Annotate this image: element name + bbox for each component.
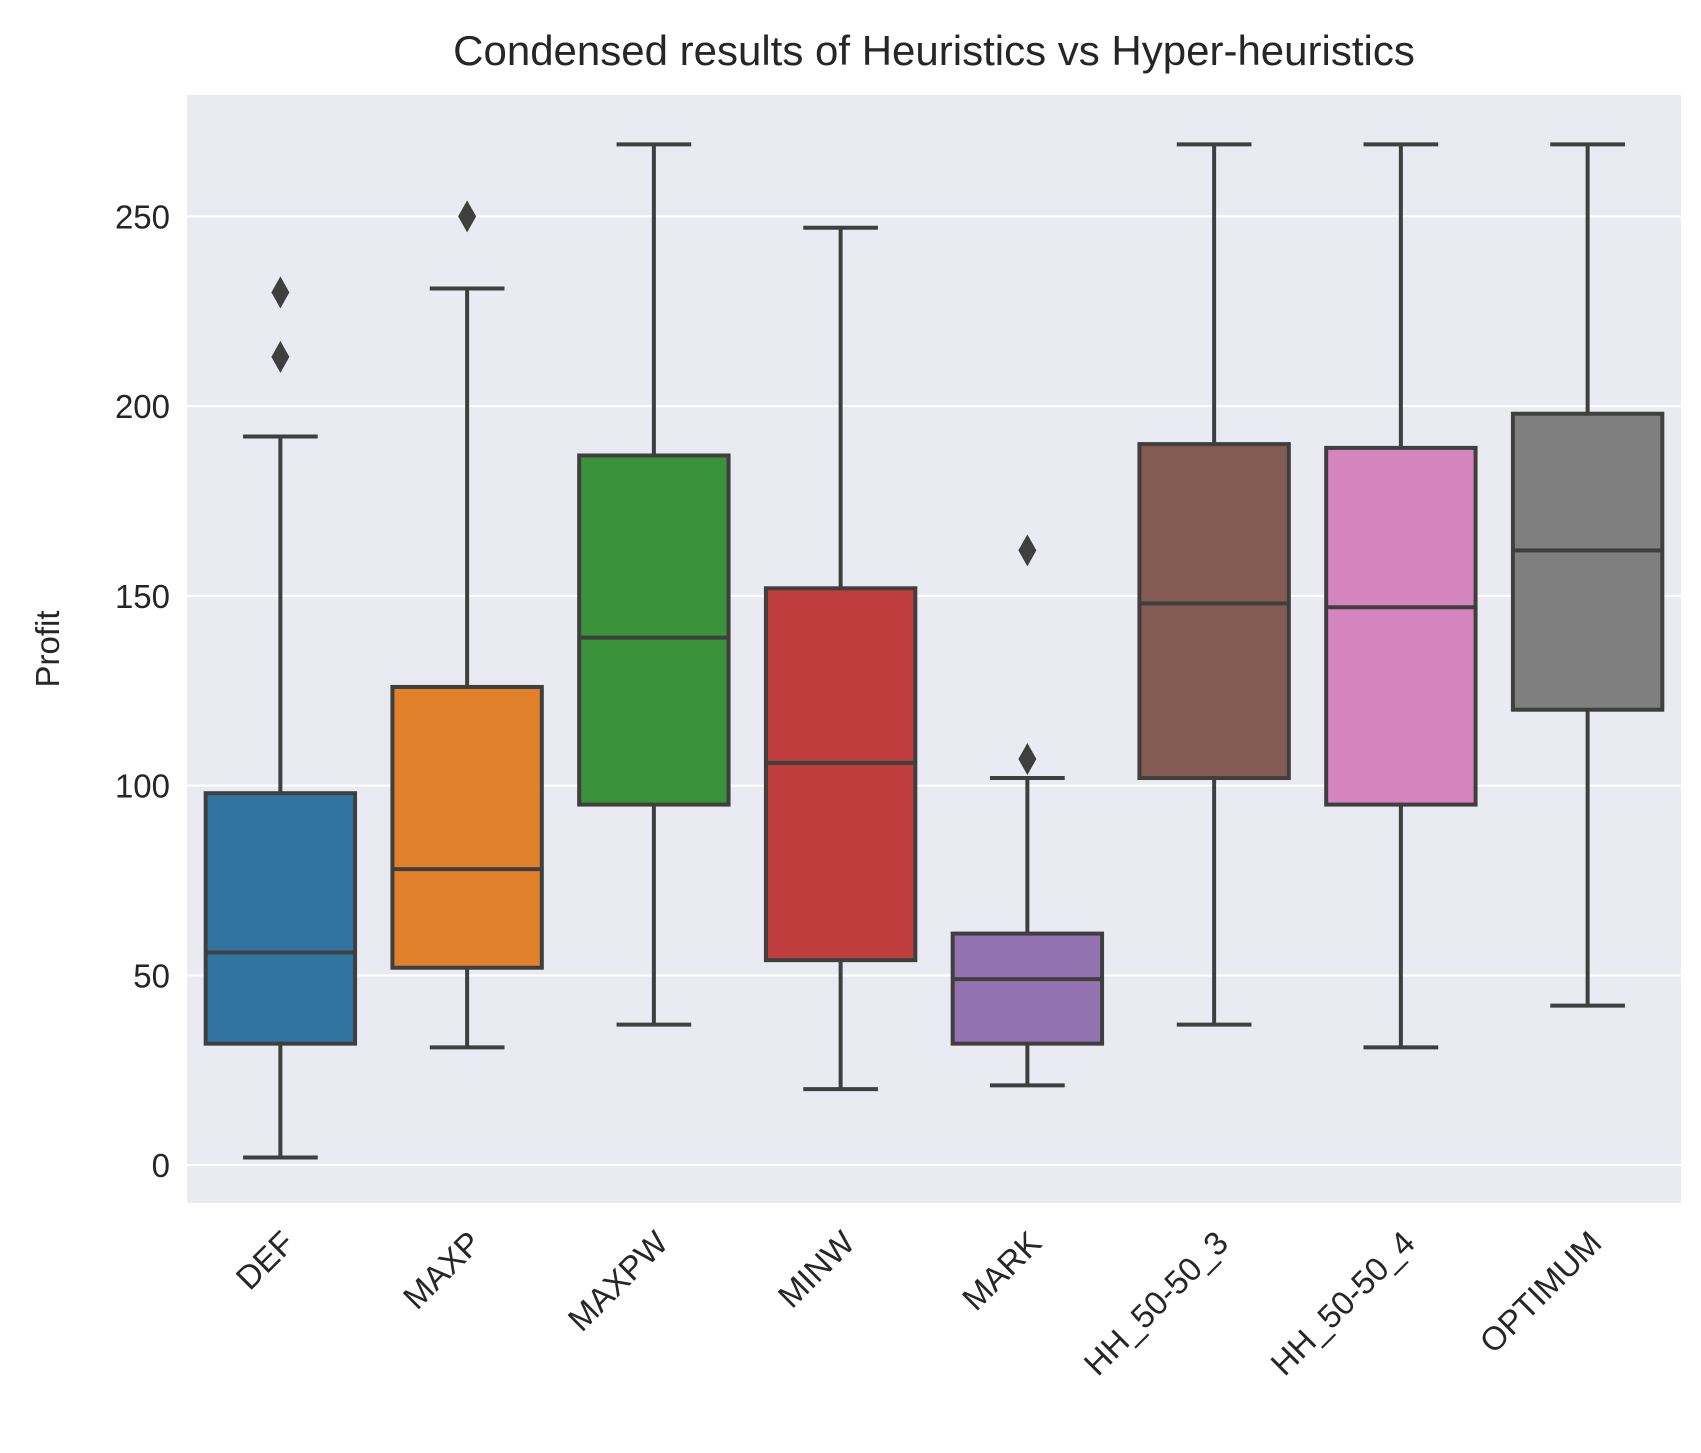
x-tick-label-def: DEF <box>228 1224 301 1297</box>
box-mark <box>950 534 1105 1088</box>
x-tick-label-minw: MINW <box>771 1223 863 1315</box>
y-tick-labels: 0 50 100 150 200 250 <box>115 198 170 1184</box>
box-optimum <box>1510 142 1665 1008</box>
x-tick-label-hh-50-50-3: HH_50-50_3 <box>1077 1224 1235 1382</box>
box-minw <box>763 225 918 1092</box>
x-tick-label-maxpw: MAXPW <box>561 1223 676 1338</box>
boxes-group <box>203 142 1665 1160</box>
y-tick-label-50: 50 <box>133 957 170 994</box>
box-iqr <box>203 791 358 1046</box>
box-hh-50-50-3 <box>1137 142 1291 1027</box>
y-tick-label-250: 250 <box>115 198 170 235</box>
box-iqr <box>1324 445 1478 807</box>
box-iqr <box>577 453 731 807</box>
box-hh-50-50-4 <box>1324 142 1478 1050</box>
x-tick-label-optimum: OPTIMUM <box>1472 1224 1608 1360</box>
box-iqr <box>763 586 918 963</box>
box-iqr <box>1137 442 1291 781</box>
y-tick-label-150: 150 <box>115 578 170 615</box>
box-iqr <box>390 684 544 970</box>
outlier-point <box>1018 534 1037 567</box>
y-axis-label: Profit <box>29 610 66 687</box>
box-def <box>203 276 358 1160</box>
box-maxpw <box>577 142 731 1027</box>
y-tick-label-0: 0 <box>152 1147 170 1184</box>
y-tick-label-100: 100 <box>115 768 170 805</box>
x-tick-label-hh-50-50-4: HH_50-50_4 <box>1263 1224 1421 1382</box>
x-tick-label-maxp: MAXP <box>396 1224 488 1316</box>
box-iqr <box>1510 411 1665 712</box>
outlier-point <box>458 200 477 233</box>
y-tick-label-200: 200 <box>115 388 170 425</box>
outlier-point <box>271 340 290 373</box>
x-tick-label-mark: MARK <box>955 1224 1049 1318</box>
x-tick-labels: DEF MAXP MAXPW MINW MARK HH_50-50_3 HH_50-50_4… <box>228 1223 1608 1382</box>
chart-title: Condensed results of Heuristics vs Hyper… <box>453 27 1415 74</box>
box-iqr <box>950 931 1105 1046</box>
box-maxp <box>390 200 544 1050</box>
outlier-point <box>271 276 290 309</box>
outlier-point <box>1018 743 1037 776</box>
